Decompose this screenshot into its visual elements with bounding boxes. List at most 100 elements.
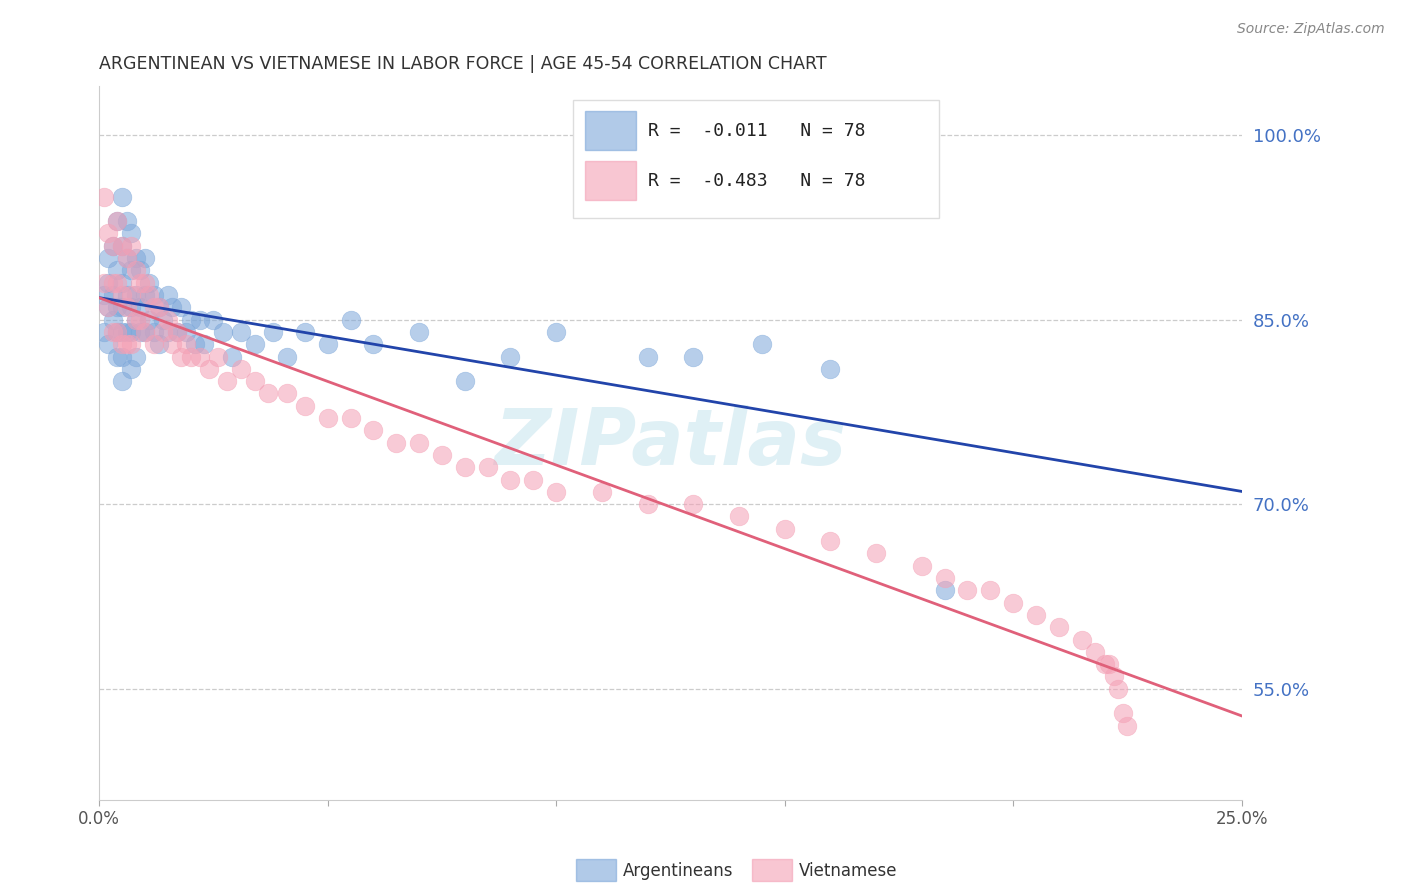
Point xyxy=(499,350,522,364)
Point xyxy=(170,301,193,315)
Point xyxy=(276,350,298,364)
Point xyxy=(522,473,544,487)
Text: ARGENTINEAN VS VIETNAMESE IN LABOR FORCE | AGE 45-54 CORRELATION CHART: ARGENTINEAN VS VIETNAMESE IN LABOR FORCE… xyxy=(100,55,827,73)
Point xyxy=(115,288,138,302)
Point xyxy=(93,276,115,290)
Point xyxy=(430,448,453,462)
FancyBboxPatch shape xyxy=(585,161,636,200)
Point xyxy=(111,189,134,203)
Point xyxy=(1112,706,1135,721)
Point xyxy=(97,251,120,265)
Point xyxy=(115,301,138,315)
Point xyxy=(93,189,115,203)
Point xyxy=(316,337,339,351)
Point xyxy=(211,325,233,339)
Point xyxy=(107,325,129,339)
Point xyxy=(217,374,239,388)
Point xyxy=(751,337,773,351)
Point xyxy=(111,276,134,290)
Point xyxy=(682,350,704,364)
Text: R =  -0.483   N = 78: R = -0.483 N = 78 xyxy=(648,172,865,190)
Point xyxy=(979,583,1001,598)
Point xyxy=(111,350,134,364)
Point xyxy=(170,350,193,364)
Point xyxy=(125,288,148,302)
Point xyxy=(97,227,120,241)
Point xyxy=(385,435,408,450)
Point xyxy=(97,276,120,290)
Point xyxy=(93,288,115,302)
Point xyxy=(129,263,152,277)
Point xyxy=(134,325,156,339)
Point xyxy=(911,558,934,573)
Point xyxy=(499,473,522,487)
Point xyxy=(184,337,207,351)
Point xyxy=(120,239,142,253)
Point xyxy=(143,301,166,315)
Point xyxy=(152,325,174,339)
Point xyxy=(107,325,129,339)
Point xyxy=(111,288,134,302)
Point xyxy=(728,509,751,524)
Point xyxy=(820,361,842,376)
Point xyxy=(591,484,613,499)
Point xyxy=(97,337,120,351)
Point xyxy=(956,583,979,598)
FancyBboxPatch shape xyxy=(585,111,636,150)
Point xyxy=(152,312,174,326)
Point xyxy=(1002,596,1025,610)
Point xyxy=(339,411,361,425)
Point xyxy=(262,325,284,339)
Point xyxy=(101,239,124,253)
Point xyxy=(138,276,160,290)
Point xyxy=(229,361,252,376)
Point xyxy=(120,337,142,351)
Point xyxy=(134,276,156,290)
Point xyxy=(1116,719,1139,733)
Point xyxy=(120,263,142,277)
Point xyxy=(107,214,129,228)
Point xyxy=(243,337,266,351)
Point xyxy=(101,239,124,253)
Text: Vietnamese: Vietnamese xyxy=(799,862,897,880)
Text: ZIPatlas: ZIPatlas xyxy=(495,405,846,481)
Text: Argentineans: Argentineans xyxy=(623,862,734,880)
Point xyxy=(129,325,152,339)
Point xyxy=(138,288,160,302)
Point xyxy=(637,350,659,364)
Point xyxy=(316,411,339,425)
Point xyxy=(180,350,202,364)
Point xyxy=(143,337,166,351)
Point xyxy=(1025,607,1047,622)
Point xyxy=(148,337,170,351)
Point xyxy=(129,301,152,315)
Point xyxy=(156,288,179,302)
Point xyxy=(202,312,225,326)
Point xyxy=(107,276,129,290)
Point xyxy=(125,251,148,265)
Point xyxy=(477,460,499,475)
Point xyxy=(111,239,134,253)
Point xyxy=(156,325,179,339)
Point xyxy=(134,325,156,339)
Point xyxy=(143,288,166,302)
Point xyxy=(120,301,142,315)
Point xyxy=(773,522,796,536)
Point xyxy=(1094,657,1116,672)
Point xyxy=(107,350,129,364)
Point xyxy=(129,276,152,290)
Point xyxy=(156,312,179,326)
Point xyxy=(294,399,316,413)
Point xyxy=(111,374,134,388)
Point xyxy=(865,546,887,560)
Point xyxy=(243,374,266,388)
Point xyxy=(162,301,184,315)
Point xyxy=(148,301,170,315)
FancyBboxPatch shape xyxy=(574,100,939,218)
Point xyxy=(193,337,215,351)
Point xyxy=(294,325,316,339)
Point xyxy=(1084,645,1107,659)
Point xyxy=(111,337,134,351)
Point xyxy=(276,386,298,401)
Text: R =  -0.011   N = 78: R = -0.011 N = 78 xyxy=(648,122,865,140)
